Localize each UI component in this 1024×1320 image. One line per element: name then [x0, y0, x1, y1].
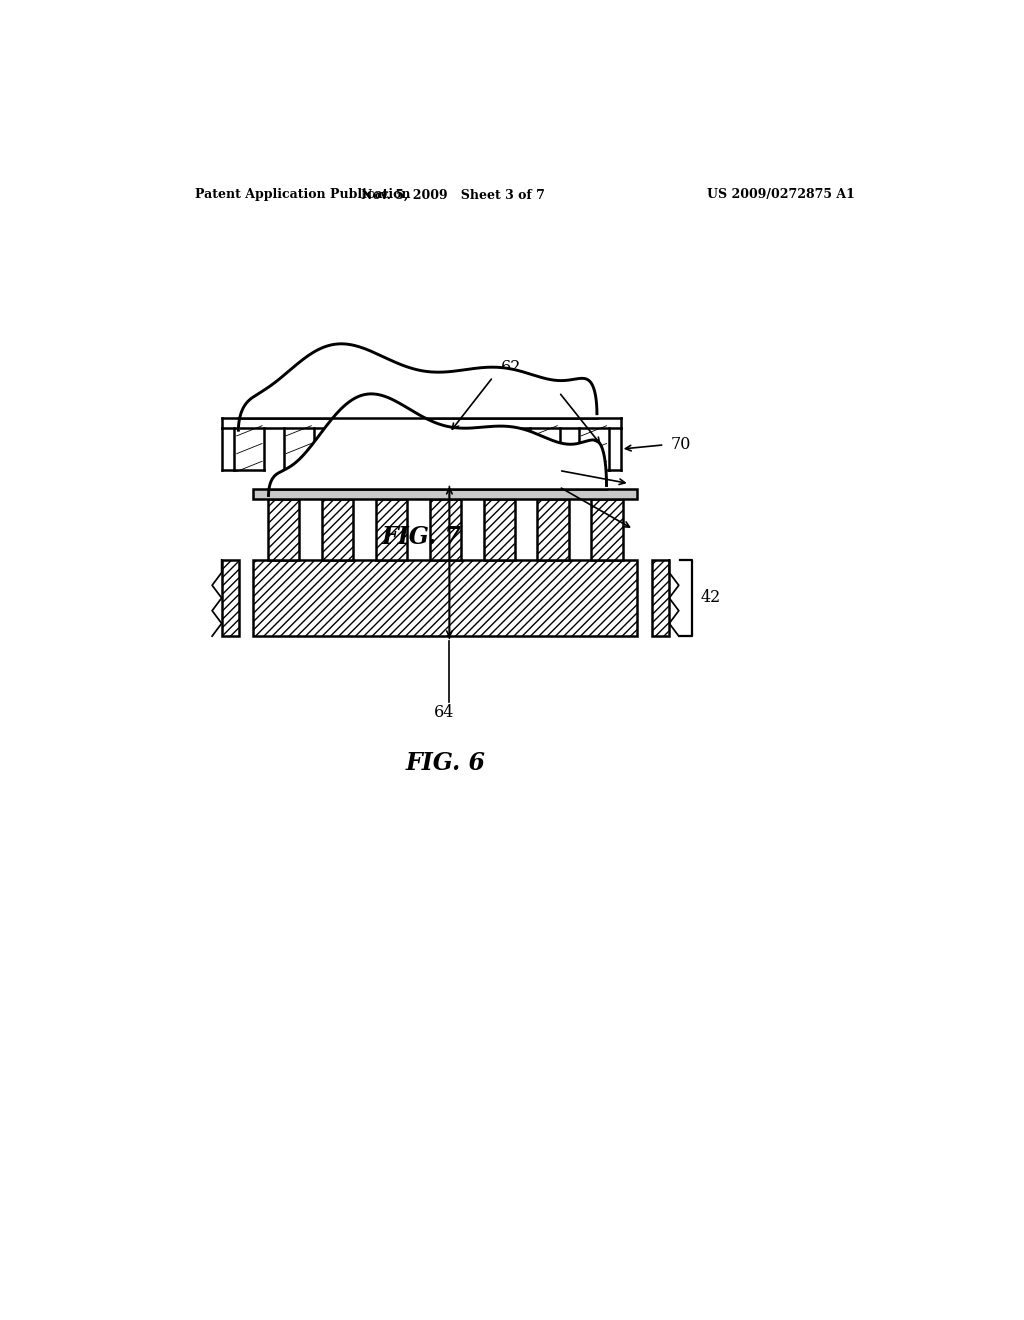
- Text: 62: 62: [501, 359, 521, 376]
- Bar: [267, 499, 299, 560]
- Bar: [322, 499, 353, 560]
- Bar: [430, 499, 461, 560]
- Text: FIG. 7: FIG. 7: [382, 524, 462, 549]
- Bar: [253, 488, 638, 499]
- Bar: [592, 499, 624, 560]
- Bar: [221, 560, 240, 636]
- Bar: [376, 499, 408, 560]
- Bar: [538, 499, 569, 560]
- Bar: [483, 499, 515, 560]
- Text: 36: 36: [563, 384, 584, 401]
- Text: 64: 64: [433, 704, 454, 721]
- Bar: [652, 560, 670, 636]
- Text: 70: 70: [671, 437, 691, 453]
- Text: Patent Application Publication: Patent Application Publication: [196, 189, 411, 202]
- Text: 50: 50: [563, 478, 584, 495]
- Text: Nov. 5, 2009   Sheet 3 of 7: Nov. 5, 2009 Sheet 3 of 7: [361, 189, 546, 202]
- Bar: [253, 560, 638, 636]
- Text: FIG. 6: FIG. 6: [406, 751, 485, 775]
- Text: US 2009/0272875 A1: US 2009/0272875 A1: [708, 189, 855, 202]
- Text: 42: 42: [700, 590, 721, 606]
- Text: 60: 60: [563, 462, 584, 479]
